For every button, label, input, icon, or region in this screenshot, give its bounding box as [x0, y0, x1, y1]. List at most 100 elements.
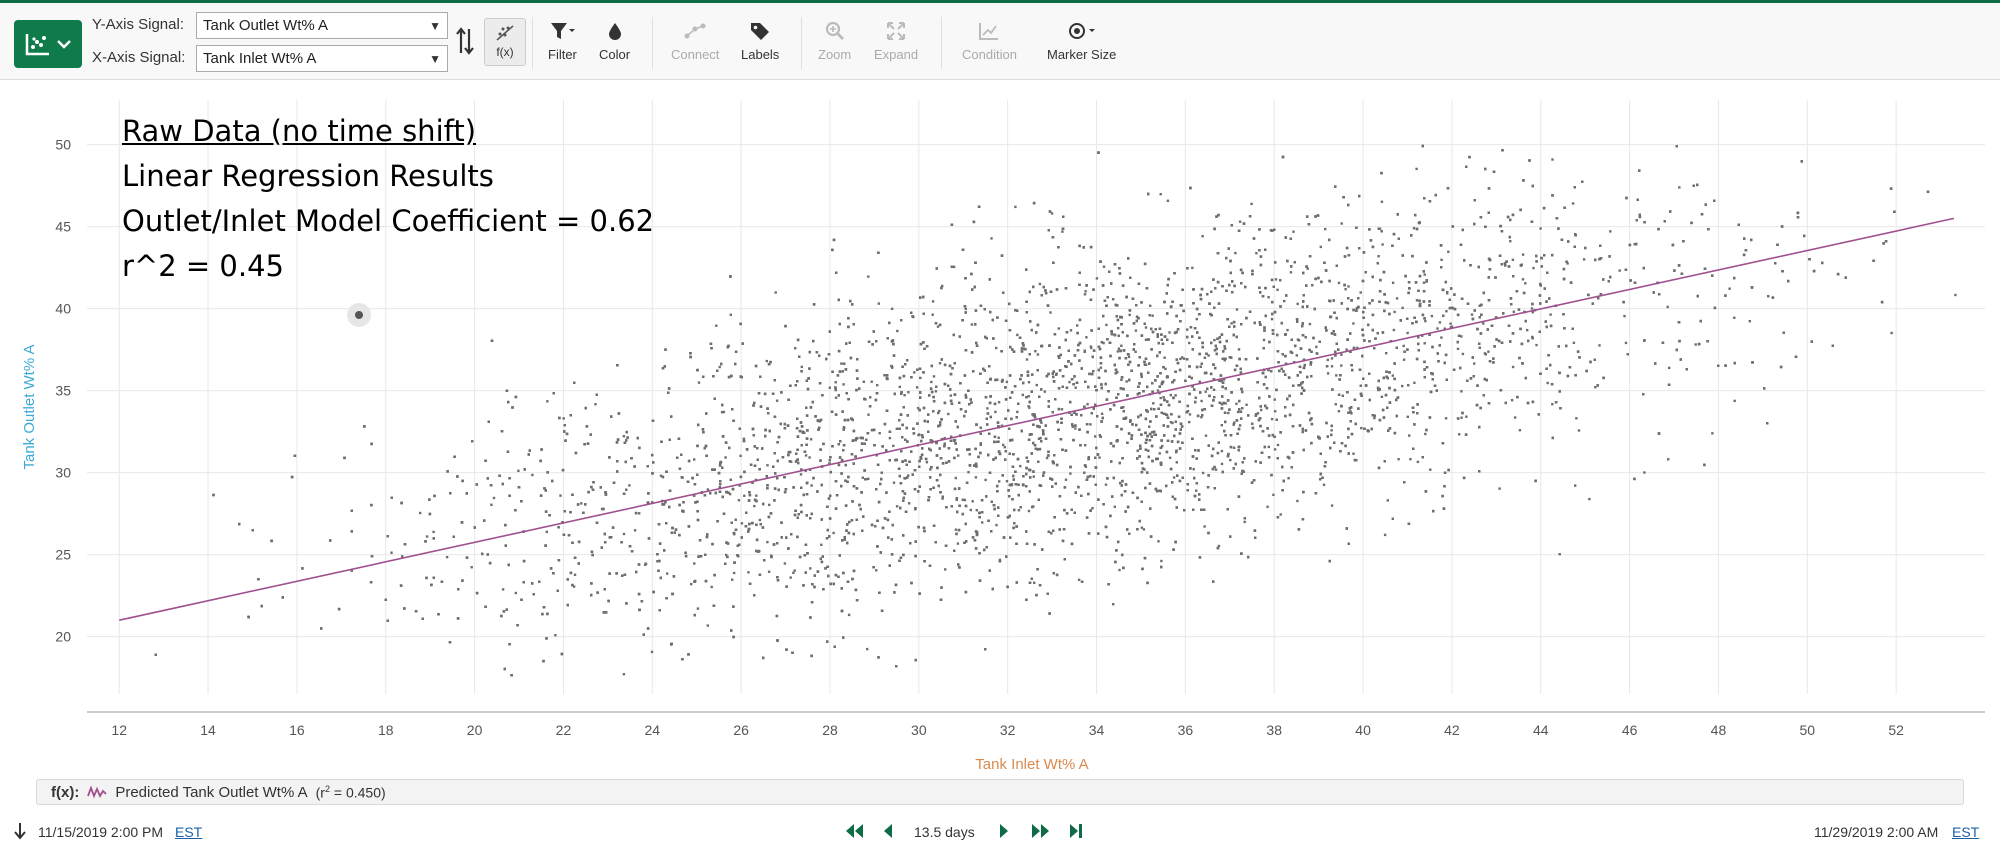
scatter-mode-button[interactable] — [14, 20, 82, 68]
scatter-point — [697, 381, 701, 384]
x-tick-label: 14 — [200, 722, 216, 738]
scatter-point — [445, 555, 449, 559]
scatter-point — [1117, 327, 1120, 330]
scatter-point — [1330, 429, 1333, 432]
scatter-point — [1551, 403, 1554, 406]
scatter-point — [866, 647, 869, 651]
scatter-point — [622, 435, 626, 438]
scatter-point — [1217, 544, 1221, 548]
scatter-point — [715, 324, 718, 327]
zoom-label: Zoom — [818, 47, 852, 62]
scatter-point — [1191, 266, 1194, 270]
scatter-point — [755, 494, 758, 497]
expand-icon — [887, 22, 906, 40]
scatter-point — [1028, 406, 1031, 409]
scatter-point — [1102, 265, 1106, 268]
scatter-point — [1186, 328, 1189, 331]
filter-button[interactable]: Filter — [548, 21, 577, 62]
scatter-point — [1076, 324, 1079, 327]
scatter-point — [916, 406, 920, 410]
scatter-point — [1192, 468, 1195, 471]
scatter-chart[interactable]: 12 14 16 18 20 22 24 26 28 30 32 34 36 38 40 42 44 46 48 50… — [0, 80, 2000, 770]
scatter-point — [554, 634, 557, 637]
scatter-point — [995, 346, 998, 350]
scatter-point — [1589, 361, 1592, 364]
scatter-point — [1546, 381, 1549, 385]
connect-button[interactable]: Connect — [671, 21, 719, 62]
scatter-point — [929, 468, 932, 471]
scatter-point — [1201, 235, 1204, 238]
labels-button[interactable]: Labels — [741, 21, 779, 62]
x-axis-signal-select[interactable]: Tank Inlet Wt% A ▼ — [196, 45, 448, 72]
scatter-point — [1575, 417, 1578, 420]
scatter-point — [1330, 365, 1334, 368]
x-tick-label: 20 — [467, 722, 483, 738]
scatter-point — [1060, 408, 1064, 411]
scatter-point — [1098, 434, 1101, 437]
scatter-point — [1473, 362, 1476, 365]
scatter-point — [915, 386, 919, 389]
color-button[interactable]: Color — [599, 21, 630, 62]
scatter-point — [490, 503, 493, 506]
toolbar-divider — [941, 17, 942, 69]
scatter-point — [903, 394, 906, 397]
scatter-point — [995, 523, 998, 527]
zoom-button[interactable]: Zoom — [818, 21, 851, 62]
marker-size-button[interactable]: Marker Size — [1047, 21, 1116, 62]
filter-label: Filter — [548, 47, 577, 62]
scatter-point — [628, 484, 631, 487]
connect-icon — [684, 23, 706, 39]
scatter-point — [580, 502, 583, 505]
scatter-point — [739, 454, 742, 458]
scatter-point — [936, 325, 940, 328]
scatter-point — [1149, 304, 1152, 307]
y-axis-signal-select[interactable]: Tank Outlet Wt% A ▼ — [196, 12, 448, 39]
scatter-point — [1098, 456, 1101, 459]
scatter-points — [154, 144, 1957, 677]
scatter-point — [1423, 342, 1426, 345]
toolbar-divider — [532, 17, 533, 69]
scatter-point — [867, 275, 870, 278]
swap-axes-button[interactable] — [455, 27, 475, 60]
scatter-point — [890, 307, 894, 310]
scatter-point — [918, 433, 921, 436]
condition-button[interactable]: Condition — [962, 21, 1017, 62]
scatter-point — [1034, 350, 1037, 353]
fx-button[interactable]: f(x) — [484, 18, 526, 66]
x-tick-label: 24 — [645, 722, 661, 738]
scatter-point — [1213, 338, 1216, 342]
scatter-point — [907, 474, 910, 477]
scatter-point — [1341, 394, 1344, 397]
expand-button[interactable]: Expand — [874, 21, 918, 62]
scatter-point — [1273, 448, 1277, 451]
x-tick-label: 34 — [1089, 722, 1105, 738]
scatter-point — [997, 436, 1000, 439]
x-axis-signal-value: Tank Inlet Wt% A — [203, 50, 317, 67]
scatter-point — [1416, 460, 1420, 464]
scatter-point — [1511, 365, 1515, 369]
x-tick-label: 38 — [1266, 722, 1282, 738]
scatter-point — [572, 585, 576, 588]
scatter-point — [1017, 509, 1021, 512]
scatter-point — [869, 396, 872, 399]
scatter-point — [1618, 269, 1621, 272]
scatter-point — [1188, 420, 1191, 424]
scatter-point — [986, 407, 989, 410]
scatter-point — [1456, 347, 1460, 351]
scatter-point — [1549, 313, 1552, 316]
scatter-point — [659, 474, 663, 477]
scatter-point — [1306, 267, 1309, 270]
scatter-point — [1512, 310, 1515, 313]
scatter-point — [1334, 403, 1337, 406]
scatter-point — [913, 371, 916, 374]
scatter-point — [1337, 410, 1341, 413]
scatter-point — [1401, 306, 1404, 310]
scatter-point — [1283, 299, 1286, 303]
x-tick-label: 16 — [289, 722, 305, 738]
scatter-point — [1267, 445, 1270, 449]
scatter-point — [1168, 331, 1171, 334]
y-axis-signal-label: Y-Axis Signal: — [92, 16, 184, 33]
scatter-point — [1521, 278, 1525, 281]
scatter-point — [1532, 266, 1535, 270]
scatter-point — [1255, 252, 1258, 255]
